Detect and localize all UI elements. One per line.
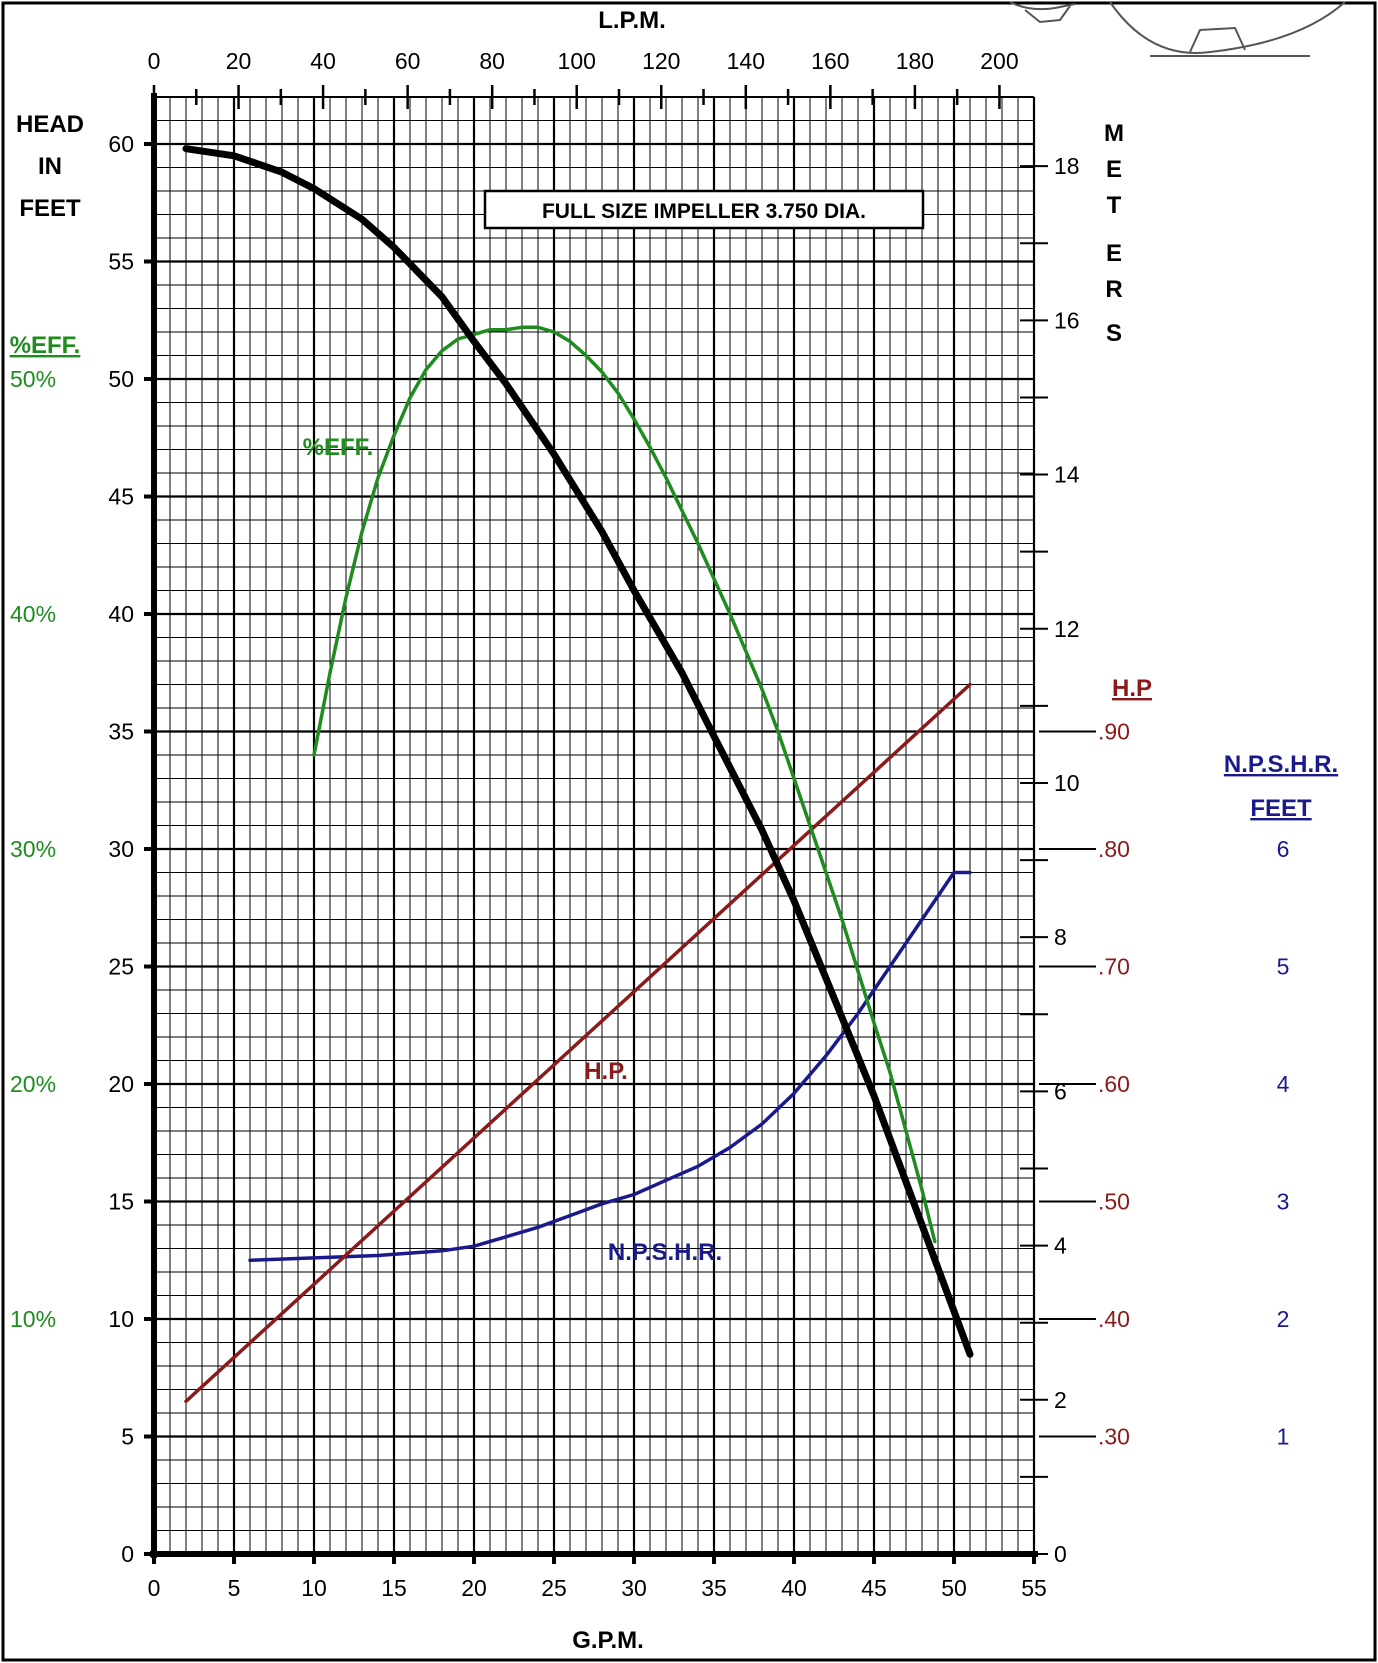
meters-tick-label: 16 <box>1054 307 1080 333</box>
meters-tick-label: 14 <box>1054 462 1080 488</box>
meters-tick-label: 0 <box>1054 1541 1067 1567</box>
hp-tick-label: .70 <box>1098 954 1130 980</box>
lpm-tick-label: 60 <box>395 48 421 74</box>
lpm-tick-label: 200 <box>980 48 1018 74</box>
lpm-tick-label: 0 <box>148 48 161 74</box>
left-axis-title: HEAD IN FEET <box>16 111 84 222</box>
efficiency-curve-label: %EFF. <box>303 434 374 461</box>
npshr-tick-label: 1 <box>1277 1424 1290 1450</box>
gpm-tick-label: 15 <box>381 1575 407 1601</box>
head-tick-label: 20 <box>108 1071 134 1097</box>
gpm-tick-label: 10 <box>301 1575 327 1601</box>
impeller-annotation-text: FULL SIZE IMPELLER 3.750 DIA. <box>542 200 866 223</box>
lpm-tick-label: 40 <box>310 48 336 74</box>
npshr-tick-label: 3 <box>1277 1189 1290 1215</box>
lpm-tick-label: 120 <box>642 48 680 74</box>
head-tick-label: 0 <box>121 1541 134 1567</box>
gpm-tick-label: 20 <box>461 1575 487 1601</box>
head-tick-label: 50 <box>108 366 134 392</box>
svg-text:E: E <box>1106 240 1122 267</box>
svg-text:M: M <box>1104 120 1124 147</box>
lpm-tick-label: 160 <box>811 48 849 74</box>
hp-tick-label: .60 <box>1098 1071 1130 1097</box>
svg-text:S: S <box>1106 320 1122 347</box>
npshr-tick-label: 2 <box>1277 1306 1290 1332</box>
curves <box>182 145 974 1404</box>
head-tick-label: 30 <box>108 836 134 862</box>
svg-text:FEET: FEET <box>1250 795 1312 822</box>
efficiency-axis-title: %EFF. <box>10 332 81 359</box>
head-tick-label: 15 <box>108 1189 134 1215</box>
npshr-axis-title: N.P.S.H.R. FEET <box>1224 751 1338 822</box>
head-tick-label: 10 <box>108 1306 134 1332</box>
pump-illustration <box>1009 1 1346 57</box>
head-tick-label: 25 <box>108 954 134 980</box>
meters-tick-label: 6 <box>1054 1078 1067 1104</box>
head-curve <box>182 145 974 1358</box>
svg-text:IN: IN <box>38 153 62 180</box>
axes <box>144 85 1096 1564</box>
lpm-tick-label: 140 <box>727 48 765 74</box>
svg-text:R: R <box>1105 276 1122 303</box>
hp-tick-label: .30 <box>1098 1424 1130 1450</box>
svg-text:T: T <box>1107 192 1122 219</box>
svg-text:E: E <box>1106 156 1122 183</box>
meters-tick-label: 8 <box>1054 924 1067 950</box>
gpm-tick-label: 40 <box>781 1575 807 1601</box>
gpm-tick-label: 45 <box>861 1575 887 1601</box>
efficiency-tick-label: 40% <box>10 601 56 627</box>
npshr-curve-label: N.P.S.H.R. <box>608 1239 722 1266</box>
gpm-tick-label: 25 <box>541 1575 567 1601</box>
major-grid <box>154 97 1036 1554</box>
npshr-curve <box>248 870 972 1263</box>
head-tick-label: 40 <box>108 601 134 627</box>
meters-tick-label: 4 <box>1054 1233 1067 1259</box>
lpm-tick-label: 180 <box>896 48 934 74</box>
meters-tick-label: 2 <box>1054 1387 1067 1413</box>
efficiency-tick-label: 30% <box>10 836 56 862</box>
bottom-axis-title: G.P.M. <box>572 1627 644 1654</box>
gpm-tick-label: 0 <box>148 1575 161 1601</box>
gpm-tick-label: 50 <box>941 1575 967 1601</box>
gpm-tick-label: 35 <box>701 1575 727 1601</box>
hp-tick-label: .50 <box>1098 1189 1130 1215</box>
efficiency-tick-label: 20% <box>10 1071 56 1097</box>
top-axis-title: L.P.M. <box>598 7 666 34</box>
npshr-tick-label: 6 <box>1277 836 1290 862</box>
meters-axis-title: M E T E R S <box>1104 120 1124 347</box>
head-tick-label: 45 <box>108 484 134 510</box>
head-tick-label: 5 <box>121 1424 134 1450</box>
efficiency-tick-label: 10% <box>10 1306 56 1332</box>
meters-tick-label: 18 <box>1054 153 1080 179</box>
hp-curve <box>184 682 972 1404</box>
impeller-annotation: FULL SIZE IMPELLER 3.750 DIA. <box>483 189 925 230</box>
efficiency-tick-label: 50% <box>10 366 56 392</box>
tick-labels: 0 5 10 15 20 25 30 35 40 45 50 550 20 40 60 80 100 120 140… <box>10 48 1290 1601</box>
hp-tick-label: .40 <box>1098 1306 1130 1332</box>
svg-text:FEET: FEET <box>19 195 81 222</box>
meters-tick-label: 10 <box>1054 770 1080 796</box>
lpm-tick-label: 100 <box>558 48 596 74</box>
head-tick-label: 60 <box>108 131 134 157</box>
hp-curve-label: H.P. <box>584 1058 628 1085</box>
svg-text:N.P.S.H.R.: N.P.S.H.R. <box>1224 751 1338 778</box>
hp-tick-label: .90 <box>1098 719 1130 745</box>
npshr-tick-label: 5 <box>1277 954 1290 980</box>
meters-tick-label: 12 <box>1054 616 1080 642</box>
lpm-tick-label: 20 <box>226 48 252 74</box>
svg-text:HEAD: HEAD <box>16 111 84 138</box>
gpm-tick-label: 5 <box>228 1575 241 1601</box>
hp-tick-label: .80 <box>1098 836 1130 862</box>
hp-axis-title: H.P <box>1112 675 1152 702</box>
head-tick-label: 35 <box>108 719 134 745</box>
minor-grid <box>154 96 1034 1554</box>
head-tick-label: 55 <box>108 249 134 275</box>
gpm-tick-label: 55 <box>1021 1575 1047 1601</box>
efficiency-curve <box>312 325 937 1244</box>
npshr-tick-label: 4 <box>1277 1071 1290 1097</box>
gpm-tick-label: 30 <box>621 1575 647 1601</box>
lpm-tick-label: 80 <box>479 48 505 74</box>
